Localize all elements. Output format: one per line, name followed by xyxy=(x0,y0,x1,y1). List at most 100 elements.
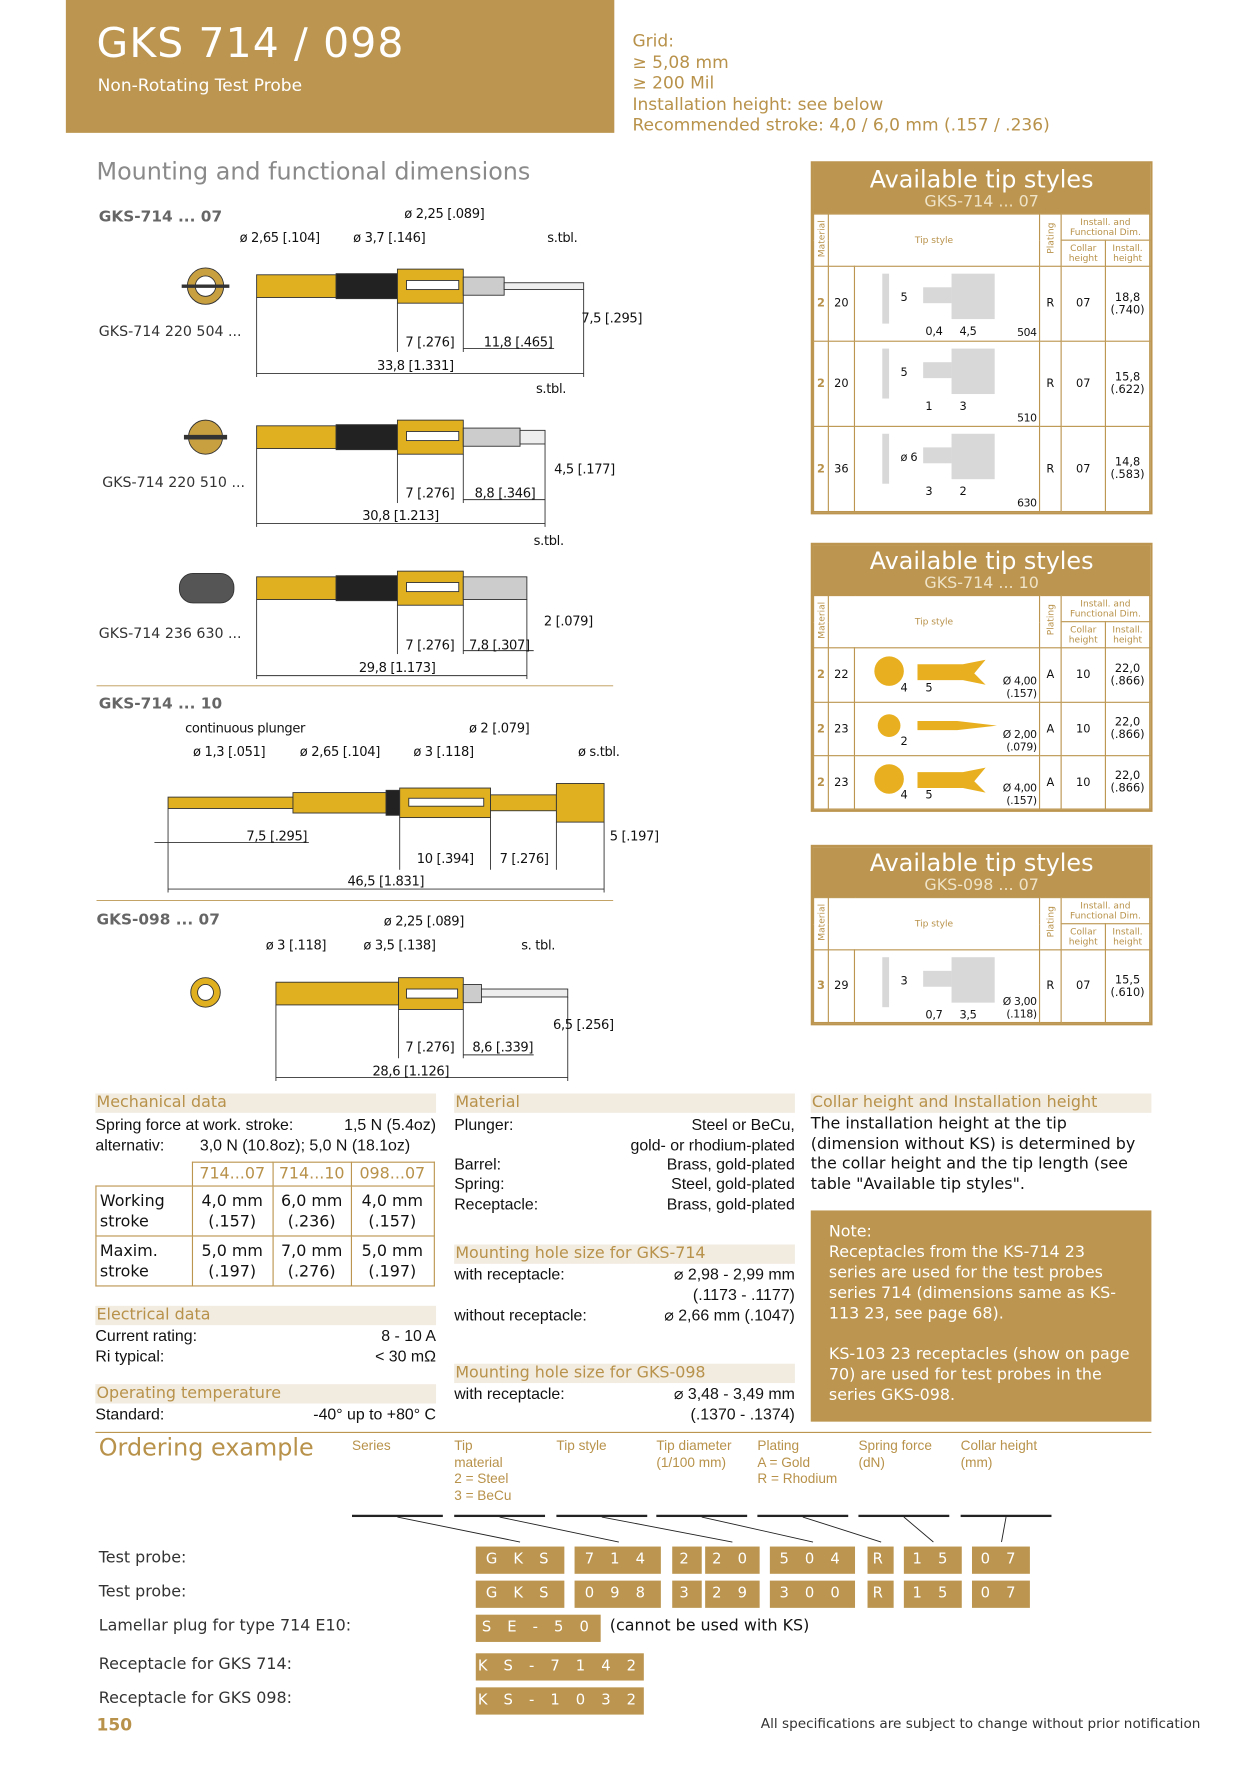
plating-header-text: Plating xyxy=(1045,906,1056,938)
material-cell: 2 xyxy=(813,755,829,810)
dim-label: 5 [.197] xyxy=(609,827,659,844)
ordering-column-label: Series xyxy=(352,1438,391,1454)
row-label: Working stroke xyxy=(95,1185,193,1237)
dim-label: ø 3 [.118] xyxy=(413,743,474,760)
header-row: Collar height Install. height xyxy=(814,239,1151,267)
dim-label: ø 2,65 [.104] xyxy=(299,743,381,760)
code-box: K S - 7 1 4 2 3 xyxy=(475,1653,644,1702)
row-label: Maxim. stroke xyxy=(95,1235,193,1287)
code-box: 1 5 xyxy=(903,1580,962,1608)
tip-flat-icon xyxy=(882,956,995,1007)
material-cell: 3 xyxy=(813,949,829,1024)
col-header: 714...10 xyxy=(271,1161,352,1187)
collar-cell: 10 xyxy=(1060,755,1106,810)
spring-material-label: Spring: xyxy=(454,1174,505,1193)
header-row: Material Tip style Plating Install. and Fun… xyxy=(813,595,1151,649)
tip-dim-label: 5 xyxy=(925,682,933,695)
dim-label: 7,8 [.307] xyxy=(468,637,530,653)
collar-text: The installation height at the tip (dime… xyxy=(810,1115,1136,1193)
dim-label: 7,5 [.295] xyxy=(246,827,308,844)
dim-label: 2 [.079] xyxy=(543,613,593,630)
header-row: Collar height Install. height xyxy=(814,621,1151,649)
barrel-value: Brass, gold-plated xyxy=(666,1154,795,1173)
probe-drawing-714-07 xyxy=(181,267,585,377)
plunger-value: Steel or BeCu, xyxy=(691,1115,795,1134)
ordering-column-line: R = Rhodium xyxy=(757,1470,838,1487)
dim-label: s. tbl. xyxy=(521,936,556,953)
section-title: Mounting and functional dimensions xyxy=(96,157,531,186)
part-label: GKS-714 236 630 ... xyxy=(98,624,242,642)
stroke-table: 714...07 714...10 098...07 Working strok… xyxy=(95,1161,435,1287)
divider xyxy=(95,1431,1152,1434)
temp-label: Standard: xyxy=(95,1404,165,1423)
electrical-title: Electrical data xyxy=(95,1305,437,1326)
ordering-column-label: Tip material 2 = Steel 3 = BeCu xyxy=(454,1438,511,1504)
tip-row: 2 20 5 0,4 4,5 504 R 07 18,8 (.740) xyxy=(813,265,1151,342)
table-header: Available tip styles GKS-714 ... 10 xyxy=(813,545,1151,596)
collar-cell: 07 xyxy=(1060,425,1106,513)
receptacle-label: Receptacle: xyxy=(454,1194,539,1213)
tip-drawing-cell: 5 1 3 510 xyxy=(853,340,1041,427)
tip-flat-icon xyxy=(882,273,995,324)
note-p2: KS-103 23 receptacles (show on page 70) … xyxy=(828,1345,1130,1405)
ordering-row-label: Test probe: xyxy=(98,1548,187,1567)
tip-dim-label: 3 xyxy=(900,975,908,988)
tip-drawing-cell: 5 0,4 4,5 504 xyxy=(853,265,1041,342)
page-number: 150 xyxy=(96,1714,133,1736)
code-box: R xyxy=(867,1580,894,1608)
code-box: 2 9 xyxy=(705,1580,760,1608)
dim-label: 7 [.276] xyxy=(405,1038,455,1055)
code-box: 2 xyxy=(672,1546,702,1574)
underline xyxy=(757,1514,849,1518)
ordering-column-line: Tip diameter xyxy=(656,1437,732,1454)
material-header: Material xyxy=(813,897,829,951)
tip-table: Material Tip style Plating Install. and Fun… xyxy=(813,595,1151,810)
material-header: Material xyxy=(813,595,829,649)
hole098-title: Mounting hole size for GKS-098 xyxy=(454,1363,795,1384)
dim-label: ø s.tbl. xyxy=(577,743,620,760)
plating-cell: A xyxy=(1038,701,1062,757)
ordering-column-line: Tip style xyxy=(556,1437,607,1454)
code-box: G K S xyxy=(475,1546,565,1574)
dim-label: 7 [.276] xyxy=(405,333,455,350)
code-box: 3 xyxy=(672,1580,702,1608)
tip-drawing-cell: 4 5 Ø 4,00 (.157) xyxy=(853,647,1041,703)
tip-row: 2 22 4 5 Ø 4,00 (.157) A 10 22,0 (.866) xyxy=(813,647,1151,703)
stroke-value: 4,0 / 6,0 mm (.157 / .236) xyxy=(823,114,1050,136)
install-header: Install. and Functional Dim. xyxy=(1060,897,1151,925)
material-title: Material xyxy=(454,1093,795,1113)
ordering-column-line: Plating xyxy=(757,1437,800,1454)
underline xyxy=(858,1514,950,1518)
tip-styles-table-714-10: Available tip styles GKS-714 ... 10 Materi… xyxy=(810,542,1153,812)
tip-style-header: Tip style xyxy=(827,213,1041,267)
ordering-column-label: Tip diameter (1/100 mm) xyxy=(656,1438,731,1471)
table-subtitle: GKS-098 ... 07 xyxy=(924,876,1039,895)
plunger-label: Plunger: xyxy=(454,1115,514,1134)
tip-flat-icon xyxy=(882,348,995,398)
tip-style-header: Tip style xyxy=(827,897,1041,951)
code-box: G K S xyxy=(475,1580,565,1608)
title-banner: GKS 714 / 098 Non-Rotating Test Probe xyxy=(65,0,615,133)
stroke-label: Recommended stroke: xyxy=(632,114,824,136)
ordering-column-label: Plating A = Gold R = Rhodium xyxy=(757,1438,837,1487)
drawing-title-714-07: GKS-714 ... 07 xyxy=(98,207,223,226)
tip-crown-icon xyxy=(874,655,986,686)
dim-label: 6,5 [.256] xyxy=(552,1016,614,1033)
underline xyxy=(960,1514,1052,1518)
tip-row: 2 20 5 1 3 510 R 07 15,8 (.622) xyxy=(813,340,1151,427)
cell: 5,0 mm (.197) xyxy=(191,1235,274,1287)
dim-label: 46,5 [1.831] xyxy=(347,873,425,890)
mechanical-title: Mechanical data xyxy=(95,1093,437,1113)
dim-label: ø 2,25 [.089] xyxy=(383,912,465,929)
ordering-column-line: (1/100 mm) xyxy=(656,1454,726,1470)
tip-row: 3 29 3 0,7 3,5 Ø 3,00 (.118) R 07 15,5 (.610) xyxy=(813,949,1151,1024)
table-title: Available tip styles xyxy=(869,165,1094,194)
code-cell: 20 xyxy=(827,340,856,427)
ordering-column-label: Spring force (dN) xyxy=(858,1438,931,1471)
tip-dim-label: 5 xyxy=(900,366,908,380)
tip-row: 2 36 ø 6 3 2 630 R 07 14,8 (.583) xyxy=(813,425,1151,513)
install-cell: 22,0 (.866) xyxy=(1104,647,1151,703)
note-title: Note: xyxy=(828,1222,872,1242)
hole714-with-value: ⌀ 2,98 - 2,99 mm xyxy=(673,1264,795,1284)
cell: 7,0 mm (.276) xyxy=(271,1235,352,1287)
